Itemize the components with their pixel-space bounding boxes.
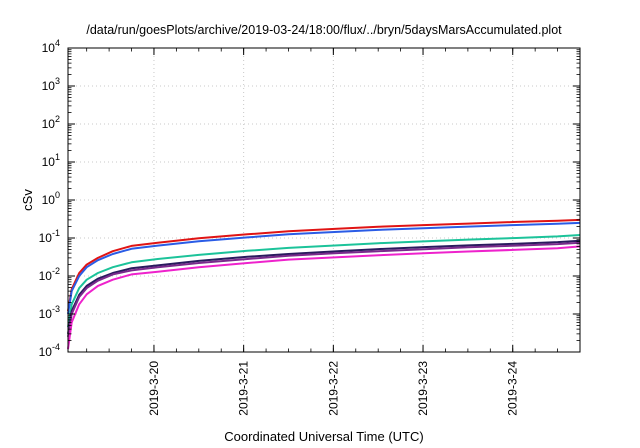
y-tick-label: 10-1	[39, 228, 60, 245]
x-tick-label: 2019-3-24	[506, 361, 520, 416]
axes: 10-4 10-3 10-2 10-1 100 101 102 103 104 2019-3-20…	[39, 38, 581, 416]
series-line-4	[67, 239, 581, 335]
y-tick-label: 10-3	[39, 304, 60, 321]
series-group	[67, 218, 581, 350]
y-axis-label: cSv	[20, 189, 35, 211]
x-tick-label: 2019-3-20	[147, 361, 161, 416]
grid-lines	[68, 48, 580, 352]
x-axis-label: Coordinated Universal Time (UTC)	[224, 429, 423, 444]
series-line-5	[67, 241, 581, 338]
y-tick-label: 100	[42, 190, 60, 207]
series-line-3	[67, 234, 581, 328]
y-tick-label: 103	[42, 76, 60, 93]
x-tick-label: 2019-3-22	[326, 361, 340, 416]
y-tick-label: 10-4	[39, 342, 60, 359]
series-line-1	[67, 218, 581, 312]
series-line-2	[67, 221, 581, 315]
series-line-6	[67, 245, 581, 350]
y-tick-label: 102	[42, 114, 60, 131]
chart-title: /data/run/goesPlots/archive/2019-03-24/1…	[86, 23, 562, 37]
y-tick-label: 101	[42, 152, 60, 169]
x-tick-label: 2019-3-21	[237, 361, 251, 416]
y-tick-label: 104	[42, 38, 60, 55]
y-tick-label: 10-2	[39, 266, 60, 283]
x-tick-label: 2019-3-23	[416, 361, 430, 416]
